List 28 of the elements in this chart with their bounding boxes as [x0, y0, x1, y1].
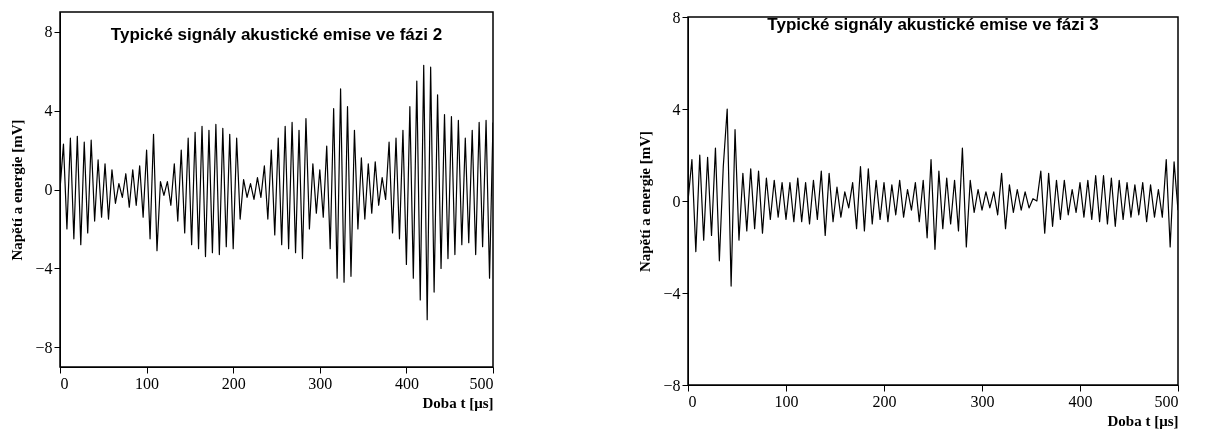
y-tick-label: −8: [35, 338, 53, 356]
x-tick-label: 100: [135, 374, 160, 392]
x-tick-label: 400: [1068, 392, 1093, 410]
x-tick-label: 300: [308, 374, 333, 392]
y-tick-label: 0: [672, 192, 681, 210]
y-tick-label: −8: [663, 376, 681, 394]
x-tick-label: 0: [60, 374, 69, 392]
y-tick-label: 0: [44, 181, 53, 198]
x-tick-label: 200: [872, 392, 897, 410]
x-tick-label: 500: [469, 374, 494, 392]
chart-title: Typické signály akustické emise ve fázi 3: [767, 15, 1099, 34]
x-axis-title: Doba t [μs]: [422, 394, 494, 411]
y-tick-label: 4: [44, 102, 53, 120]
y-axis-title: Napětí a energie [mV]: [637, 130, 654, 273]
y-tick-label: 4: [672, 100, 681, 118]
x-tick-label: 0: [688, 392, 697, 410]
x-tick-label: 400: [394, 374, 419, 392]
x-tick-label: 500: [1154, 392, 1179, 410]
x-tick-label: 200: [221, 374, 246, 392]
text: Typické signály akustické emise ve fázi 2: [110, 25, 443, 44]
x-tick-label: 100: [774, 392, 799, 410]
y-tick-label: 8: [44, 23, 53, 41]
x-axis-title: Doba t [μs]: [1107, 412, 1179, 429]
y-tick-label: −4: [35, 259, 53, 277]
x-tick-label: 300: [970, 392, 995, 410]
y-tick-label: −4: [663, 284, 681, 302]
y-axis-title: Napětí a energie [mV]: [9, 119, 26, 261]
y-tick-label: 8: [672, 8, 681, 26]
